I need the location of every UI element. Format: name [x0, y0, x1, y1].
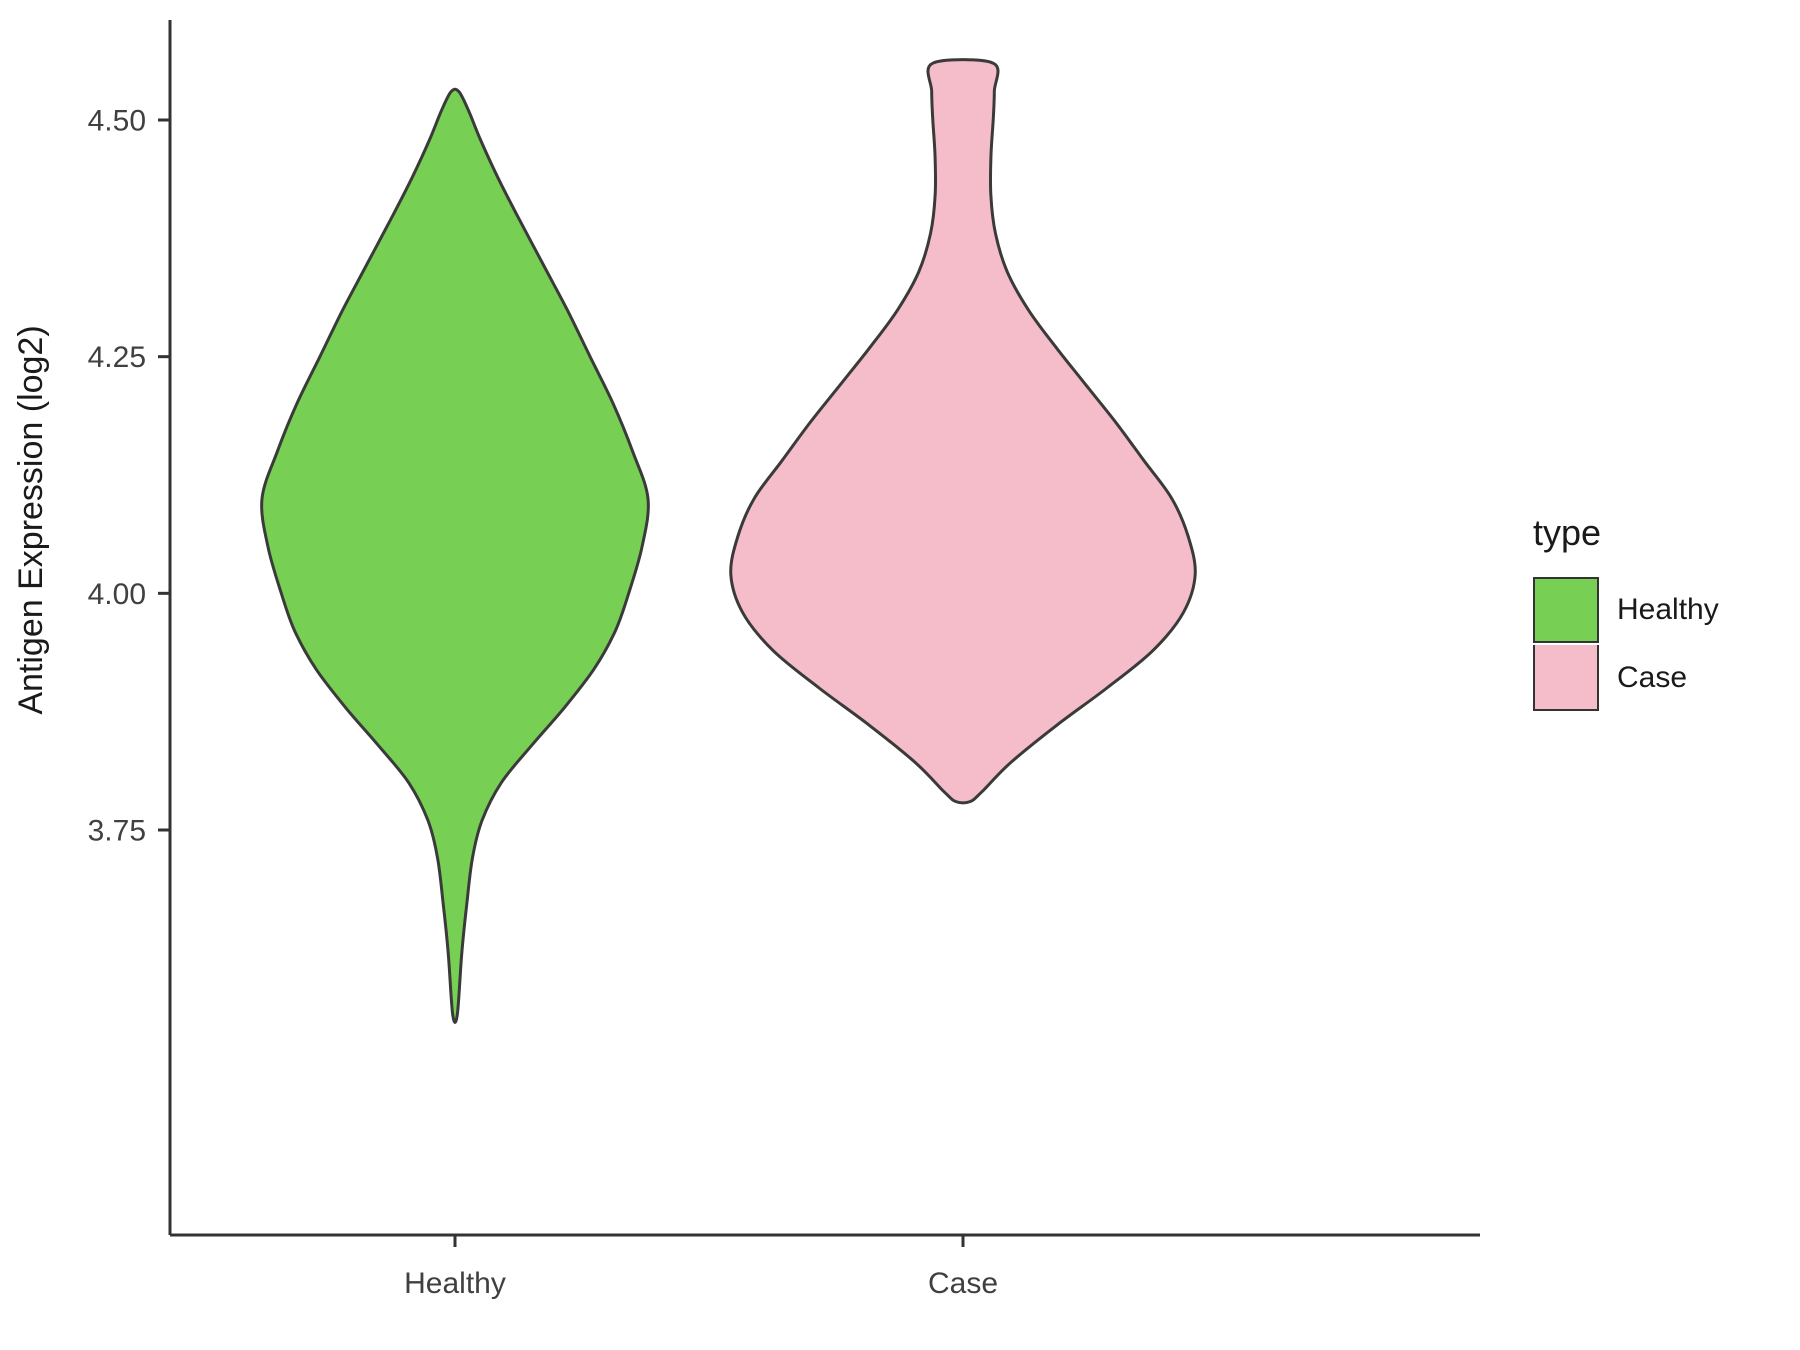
- legend: type Healthy Case: [1533, 512, 1719, 712]
- y-tick-label: 4.50: [88, 105, 146, 138]
- legend-item-healthy: Healthy: [1533, 576, 1719, 644]
- legend-swatch-case: [1533, 645, 1599, 711]
- legend-item-case: Case: [1533, 644, 1719, 712]
- legend-label-healthy: Healthy: [1617, 593, 1719, 626]
- y-axis-title: Antigen Expression (log2): [12, 325, 50, 714]
- x-category-label: Case: [928, 1267, 998, 1300]
- y-tick-label: 4.00: [88, 578, 146, 611]
- y-tick-label: 3.75: [88, 815, 146, 848]
- y-tick-label: 4.25: [88, 341, 146, 374]
- x-category-label: Healthy: [404, 1267, 506, 1300]
- violin-healthy: [260, 87, 650, 1024]
- violin-case: [729, 58, 1197, 805]
- legend-label-case: Case: [1617, 661, 1688, 694]
- legend-title: type: [1533, 512, 1602, 553]
- legend-swatch-healthy: [1533, 577, 1599, 643]
